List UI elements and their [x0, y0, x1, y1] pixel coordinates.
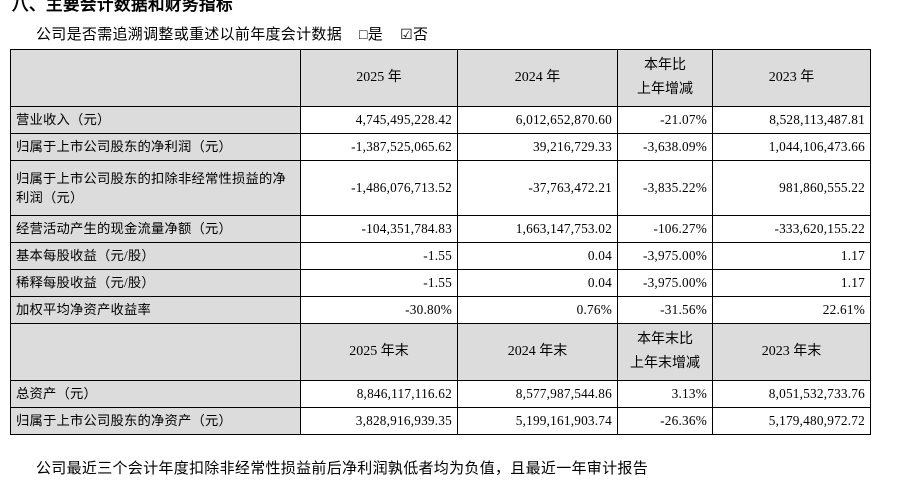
cell-2025: -1.55 [300, 269, 458, 297]
header-cell-2023-end: 2023 年末 [712, 323, 871, 381]
key-financial-indicators-table: 2025 年 2024 年 本年比 上年增减 2023 年 营业收入（元） 4,… [10, 49, 871, 435]
cell-change: -21.07% [617, 106, 713, 134]
cell-2024: 5,199,161,903.74 [457, 407, 618, 435]
row-label: 总资产（元） [10, 380, 301, 408]
header-cell-yoy-change-end: 本年末比 上年末增减 [617, 323, 713, 381]
header-cell-2023: 2023 年 [712, 49, 871, 107]
cell-change: -31.56% [617, 296, 713, 324]
cell-change: -106.27% [617, 215, 713, 243]
header-cell-2024: 2024 年 [457, 49, 618, 107]
cell-2024: 0.04 [457, 242, 618, 270]
checkbox-unchecked-icon: □ [359, 28, 368, 43]
header-cell-2025: 2025 年 [300, 49, 458, 107]
retrospective-adjustment-question: 公司是否需追溯调整或重述以前年度会计数据 □是 ☑否 [36, 23, 428, 44]
cell-change: -3,638.09% [617, 133, 713, 161]
cell-2023: 5,179,480,972.72 [712, 407, 871, 435]
cell-2023: 8,051,532,733.76 [712, 380, 871, 408]
header-yoy-end-line1: 本年末比 [637, 331, 693, 347]
checkbox-option-no-label: 否 [412, 27, 429, 43]
table-header-period-end: 2025 年末 2024 年末 本年末比 上年末增减 2023 年末 [10, 323, 871, 381]
cell-2025: -1.55 [300, 242, 458, 270]
cell-change: -3,835.22% [617, 160, 713, 216]
cell-2023: 1.17 [712, 242, 871, 270]
header-yoy-end-line2: 上年末增减 [630, 356, 700, 371]
checkbox-checked-icon: ☑ [400, 28, 413, 43]
cell-2025: -104,351,784.83 [300, 215, 458, 243]
question-label: 公司是否需追溯调整或重述以前年度会计数据 [36, 27, 343, 43]
cell-2025: -30.80% [300, 296, 458, 324]
header-cell-yoy-change: 本年比 上年增减 [617, 49, 713, 107]
cell-2023: 1.17 [712, 269, 871, 297]
header-cell-blank [10, 49, 301, 107]
cell-2023: 8,528,113,487.81 [712, 106, 871, 134]
header-cell-2025-end: 2025 年末 [300, 323, 458, 381]
row-label: 经营活动产生的现金流量净额（元） [10, 215, 301, 243]
page-title: 八、主要会计数据和财务指标 [12, 0, 233, 14]
cell-2023: -333,620,155.22 [712, 215, 871, 243]
row-label: 营业收入（元） [10, 106, 301, 134]
header-cell-blank [10, 323, 301, 381]
table-row: 加权平均净资产收益率 -30.80% 0.76% -31.56% 22.61% [10, 296, 871, 324]
cell-2025: 4,745,495,228.42 [300, 106, 458, 134]
footer-note: 公司最近三个会计年度扣除非经常性损益前后净利润孰低者均为负值，且最近一年审计报告 [36, 461, 649, 477]
cell-change: -3,975.00% [617, 269, 713, 297]
header-yoy-line2: 上年增减 [637, 82, 693, 97]
table-row: 基本每股收益（元/股） -1.55 0.04 -3,975.00% 1.17 [10, 242, 871, 270]
checkbox-option-yes[interactable]: □是 [359, 23, 383, 44]
table-row: 经营活动产生的现金流量净额（元） -104,351,784.83 1,663,1… [10, 215, 871, 243]
cell-2023: 22.61% [712, 296, 871, 324]
cell-2024: -37,763,472.21 [457, 160, 618, 216]
checkbox-option-yes-label: 是 [367, 27, 384, 43]
table-row: 归属于上市公司股东的扣除非经常性损益的净利润（元） -1,486,076,713… [10, 160, 871, 216]
table-row: 稀释每股收益（元/股） -1.55 0.04 -3,975.00% 1.17 [10, 269, 871, 297]
row-label: 归属于上市公司股东的净利润（元） [10, 133, 301, 161]
cell-change: 3.13% [617, 380, 713, 408]
cell-2025: 3,828,916,939.35 [300, 407, 458, 435]
cell-2023: 1,044,106,473.66 [712, 133, 871, 161]
cell-change: -26.36% [617, 407, 713, 435]
cell-2023: 981,860,555.22 [712, 160, 871, 216]
row-label: 加权平均净资产收益率 [10, 296, 301, 324]
table-row: 营业收入（元） 4,745,495,228.42 6,012,652,870.6… [10, 106, 871, 134]
row-label: 归属于上市公司股东的扣除非经常性损益的净利润（元） [10, 160, 301, 216]
table-row: 归属于上市公司股东的净利润（元） -1,387,525,065.62 39,21… [10, 133, 871, 161]
cell-2025: -1,486,076,713.52 [300, 160, 458, 216]
header-yoy-line1: 本年比 [644, 57, 686, 73]
row-label: 稀释每股收益（元/股） [10, 269, 301, 297]
table-header-annual: 2025 年 2024 年 本年比 上年增减 2023 年 [10, 49, 871, 107]
cell-2024: 8,577,987,544.86 [457, 380, 618, 408]
cell-2025: 8,846,117,116.62 [300, 380, 458, 408]
row-label: 归属于上市公司股东的净资产（元） [10, 407, 301, 435]
cell-2024: 1,663,147,753.02 [457, 215, 618, 243]
cell-2024: 6,012,652,870.60 [457, 106, 618, 134]
cell-2024: 0.04 [457, 269, 618, 297]
cell-change: -3,975.00% [617, 242, 713, 270]
table-row: 归属于上市公司股东的净资产（元） 3,828,916,939.35 5,199,… [10, 407, 871, 435]
row-label: 基本每股收益（元/股） [10, 242, 301, 270]
header-cell-2024-end: 2024 年末 [457, 323, 618, 381]
cell-2024: 39,216,729.33 [457, 133, 618, 161]
checkbox-option-no[interactable]: ☑否 [400, 23, 428, 44]
cell-2025: -1,387,525,065.62 [300, 133, 458, 161]
cell-2024: 0.76% [457, 296, 618, 324]
table-row: 总资产（元） 8,846,117,116.62 8,577,987,544.86… [10, 380, 871, 408]
